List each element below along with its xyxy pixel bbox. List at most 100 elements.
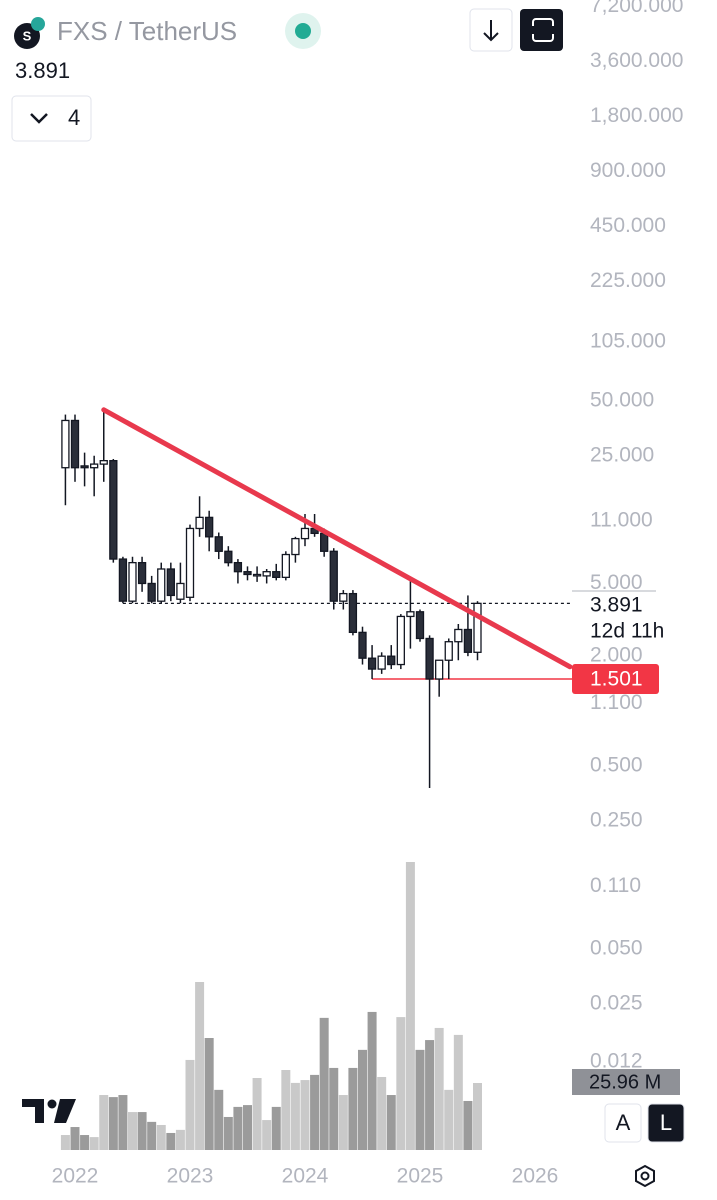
x-tick-label: 2022 xyxy=(52,1165,99,1188)
volume-bar xyxy=(118,1095,128,1150)
y-tick-label: 0.050 xyxy=(590,936,643,959)
volume-bar xyxy=(80,1135,90,1150)
y-tick-label: 0.110 xyxy=(590,874,641,897)
svg-text:S: S xyxy=(23,28,32,43)
volume-bar xyxy=(223,1116,233,1150)
volume-bar xyxy=(128,1112,137,1150)
volume-bar xyxy=(434,1027,444,1150)
candle-body xyxy=(128,561,137,602)
candle-body xyxy=(252,573,262,577)
volume-bar xyxy=(310,1074,320,1150)
candle-body xyxy=(233,561,243,573)
interval-label: 4 xyxy=(68,105,80,130)
candle-body xyxy=(80,465,89,469)
volume-bar xyxy=(233,1106,243,1150)
volume-bar xyxy=(271,1106,281,1150)
volume-bar xyxy=(463,1100,473,1150)
symbol-logo: S xyxy=(14,17,45,49)
candle-body xyxy=(358,631,367,659)
candle-body xyxy=(396,615,405,666)
candle-body xyxy=(195,516,204,530)
candle-body xyxy=(329,550,338,602)
volume-bar xyxy=(319,1017,329,1150)
horizontal-line-label: 1.501 xyxy=(590,668,643,691)
y-tick-label: 3,600.000 xyxy=(590,49,683,72)
volume-bar xyxy=(329,1067,339,1150)
candle-body xyxy=(425,637,434,680)
volume-bar xyxy=(175,1129,185,1150)
scale-button[interactable]: A xyxy=(604,1103,642,1143)
volume-bar xyxy=(377,1076,387,1150)
last-price-box xyxy=(572,592,662,645)
market-status-dot xyxy=(295,23,311,39)
volume-bar xyxy=(204,1038,214,1150)
volume-label: 25.96 M xyxy=(589,1071,661,1093)
candle-body xyxy=(176,582,185,600)
volume-bar xyxy=(281,1070,291,1150)
scale-button-box xyxy=(647,1103,685,1143)
candle-body xyxy=(272,571,281,579)
y-tick-label: 0.025 xyxy=(590,991,643,1014)
y-tick-label: 11.000 xyxy=(590,508,653,531)
y-tick-label: 7,200.000 xyxy=(590,0,683,17)
candle-body xyxy=(291,537,300,556)
volume-bar xyxy=(166,1132,176,1150)
x-tick-label: 2025 xyxy=(397,1165,444,1188)
candle-body xyxy=(90,463,99,469)
y-tick-label: 0.500 xyxy=(590,754,643,777)
candle-body xyxy=(205,516,214,538)
volume-bar xyxy=(262,1120,272,1150)
y-tick-label: 1,800.000 xyxy=(590,104,683,127)
candle-body xyxy=(157,568,166,602)
candle-body xyxy=(166,568,175,597)
y-tick-label: 2.000 xyxy=(590,644,643,667)
volume-label-box xyxy=(572,1069,680,1095)
volume-bar xyxy=(99,1095,109,1150)
x-tick-label: 2026 xyxy=(512,1165,559,1188)
volume-bar xyxy=(290,1082,300,1150)
volume-bar xyxy=(473,1083,482,1150)
volume-bar xyxy=(243,1105,252,1150)
y-tick-label: 105.000 xyxy=(590,329,666,352)
candle-body xyxy=(281,553,290,579)
volume-bar xyxy=(60,1135,70,1150)
candle-body xyxy=(118,558,128,602)
y-tick-label: 0.250 xyxy=(590,809,643,832)
countdown-label: 12d 11h xyxy=(590,620,664,643)
candle-body xyxy=(99,460,108,465)
tv-logo xyxy=(22,1099,76,1123)
download-button[interactable] xyxy=(469,8,513,52)
candle-body xyxy=(454,628,463,643)
scale-button[interactable]: L xyxy=(647,1103,685,1143)
candle-body xyxy=(70,419,80,469)
volume-bar xyxy=(425,1040,435,1150)
scale-button-label: L xyxy=(660,1110,672,1135)
symbol-title: FXS / TetherUS xyxy=(57,16,237,46)
volume-bar xyxy=(358,1049,367,1150)
candle-body xyxy=(185,527,195,598)
y-tick-label: 5.000 xyxy=(590,571,643,594)
volume-bar xyxy=(108,1097,118,1150)
volume-bar xyxy=(300,1080,310,1150)
volume-bar xyxy=(444,1089,454,1150)
volume-bar xyxy=(195,982,205,1150)
horizontal-line-box xyxy=(572,663,659,694)
candle-body xyxy=(406,611,415,618)
scale-button-box xyxy=(604,1103,642,1143)
x-tick-label: 2023 xyxy=(167,1165,214,1188)
volume-bar xyxy=(338,1095,348,1150)
candle-body xyxy=(224,550,233,564)
last-price: 3.891 xyxy=(15,58,70,83)
settings-button[interactable] xyxy=(635,1164,655,1188)
fullscreen-button[interactable] xyxy=(520,9,563,51)
volume-bar xyxy=(137,1112,147,1150)
candle-body xyxy=(435,659,444,680)
y-tick-label: 50.000 xyxy=(590,388,654,411)
candle-body xyxy=(463,628,473,653)
volume-bar xyxy=(415,1049,425,1150)
y-tick-label: 225.000 xyxy=(590,269,666,292)
interval-button[interactable]: 4 xyxy=(11,95,92,142)
y-tick-label: 25.000 xyxy=(590,443,654,466)
